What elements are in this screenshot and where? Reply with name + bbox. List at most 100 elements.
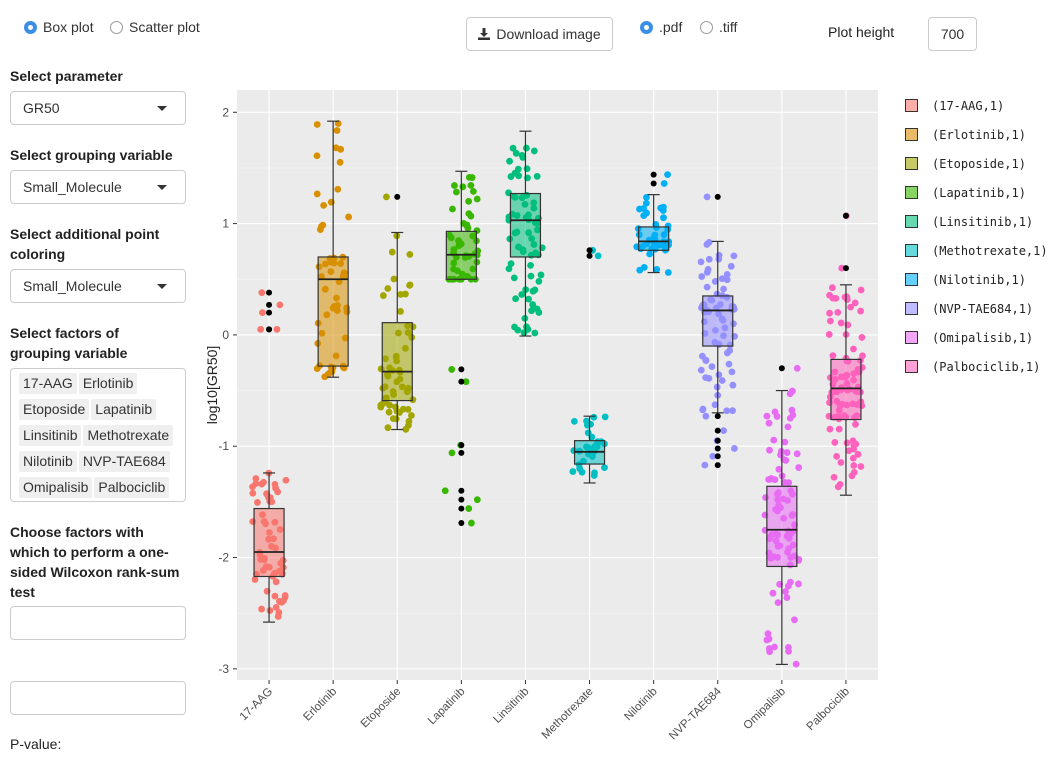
factors-multiselect[interactable]: 17-AAG Erlotinib Etoposide Lapatinib Linsi… — [10, 368, 186, 502]
data-point — [388, 248, 396, 256]
data-point — [384, 285, 392, 292]
x-tick-label: Linsitinib — [491, 686, 531, 726]
data-point — [697, 258, 705, 266]
data-point — [537, 271, 545, 279]
factor-tag[interactable]: Etoposide — [19, 399, 90, 420]
wilcoxon-factor-1-input[interactable] — [10, 606, 186, 640]
factor-tag[interactable]: NVP-TAE684 — [78, 451, 170, 472]
data-point — [570, 418, 578, 425]
data-point — [529, 287, 537, 295]
x-tick-label: Methotrexate — [540, 686, 596, 742]
outlier-point — [714, 462, 721, 469]
factor-tag[interactable]: Nilotinib — [19, 451, 77, 472]
data-point — [515, 172, 523, 180]
data-point — [705, 238, 713, 246]
factor-tag[interactable]: Palbociclib — [94, 477, 170, 498]
data-point — [258, 289, 266, 297]
data-point — [697, 366, 705, 374]
box-iqr — [638, 226, 670, 251]
data-point — [773, 413, 781, 420]
scatter-plot-radio[interactable] — [110, 20, 123, 34]
data-point — [847, 303, 854, 311]
legend-swatch — [905, 273, 918, 286]
data-point — [727, 262, 735, 270]
x-tick-label: Lapatinib — [426, 686, 467, 727]
data-point — [473, 496, 481, 504]
data-point — [313, 121, 321, 128]
legend-swatch — [905, 244, 918, 257]
data-point — [590, 413, 598, 421]
outlier-point — [714, 437, 721, 444]
data-point — [843, 439, 851, 447]
data-point — [730, 445, 738, 452]
box-erlotinib — [317, 120, 349, 378]
legend-label: (Palbociclib,1) — [932, 359, 1041, 374]
data-point — [509, 144, 517, 152]
factor-tag[interactable]: Methotrexate — [83, 425, 174, 446]
legend-label: (17-AAG,1) — [932, 98, 1005, 113]
data-point — [448, 449, 456, 457]
data-point — [383, 193, 390, 201]
factor-tag[interactable]: Lapatinib — [91, 399, 157, 420]
chevron-down-icon — [157, 284, 167, 289]
x-tick-label: 17-AAG — [238, 686, 275, 723]
legend-label: (Linsitinib,1) — [932, 214, 1034, 229]
data-point — [337, 145, 345, 153]
tiff-radio[interactable] — [700, 20, 713, 34]
legend-label: (Nilotinib,1) — [932, 272, 1026, 287]
legend-swatch — [905, 157, 918, 170]
data-point — [728, 368, 736, 376]
data-point — [851, 299, 859, 307]
box-iqr — [317, 256, 349, 367]
grouping-select[interactable]: Small_Molecule — [10, 170, 186, 204]
outlier-point — [458, 520, 465, 527]
factor-tag[interactable]: 17-AAG — [19, 373, 77, 394]
data-point — [334, 185, 342, 193]
pdf-radio[interactable] — [640, 20, 653, 34]
data-point — [765, 635, 773, 643]
data-point — [254, 499, 261, 506]
outlier-point — [266, 289, 273, 296]
factor-tag[interactable]: Linsitinib — [19, 425, 82, 446]
plot-type-box-option[interactable]: Box plot — [24, 19, 94, 35]
data-point — [764, 630, 772, 638]
data-point — [313, 190, 321, 198]
data-point — [705, 375, 713, 382]
data-point — [465, 505, 473, 512]
box-plot-chart: -3 -2 -1 0 1 2 17-AAG Erlotinib Etoposide Lapatin… — [204, 90, 878, 742]
data-point — [854, 450, 862, 458]
wilcoxon-factor-2-input[interactable] — [10, 681, 186, 715]
download-image-label: Download image — [496, 26, 601, 42]
format-pdf-option[interactable]: .pdf — [640, 19, 682, 35]
chart-legend: (17-AAG,1) (Erlotinib,1) (Etoposide,1) (Lap… — [905, 91, 1048, 381]
factor-tag[interactable]: Omipalisib — [19, 477, 93, 498]
data-point — [591, 469, 598, 477]
data-point — [264, 493, 272, 501]
data-point — [272, 484, 280, 492]
data-point — [720, 285, 727, 293]
data-point — [584, 429, 592, 437]
box-methotrexate — [573, 247, 606, 484]
factor-tag[interactable]: Erlotinib — [78, 373, 138, 394]
data-point — [518, 151, 526, 159]
data-point — [783, 449, 791, 456]
data-point — [281, 592, 289, 599]
plot-type-scatter-option[interactable]: Scatter plot — [110, 19, 200, 35]
format-tiff-option[interactable]: .tiff — [700, 19, 737, 35]
download-image-button[interactable]: Download image — [466, 17, 613, 51]
data-point — [473, 195, 481, 203]
parameter-select[interactable]: GR50 — [10, 91, 186, 125]
data-point — [723, 271, 731, 278]
data-point — [830, 473, 838, 481]
plot-height-input[interactable]: 700 — [928, 17, 977, 51]
data-point — [512, 295, 520, 303]
coloring-select[interactable]: Small_Molecule — [10, 269, 186, 303]
data-point — [859, 352, 866, 360]
data-point — [766, 648, 774, 656]
data-point — [826, 425, 834, 433]
box-plot-radio[interactable] — [24, 20, 37, 34]
data-point — [833, 452, 840, 460]
legend-swatch — [905, 186, 918, 199]
data-point — [530, 147, 538, 155]
data-point — [701, 461, 709, 469]
